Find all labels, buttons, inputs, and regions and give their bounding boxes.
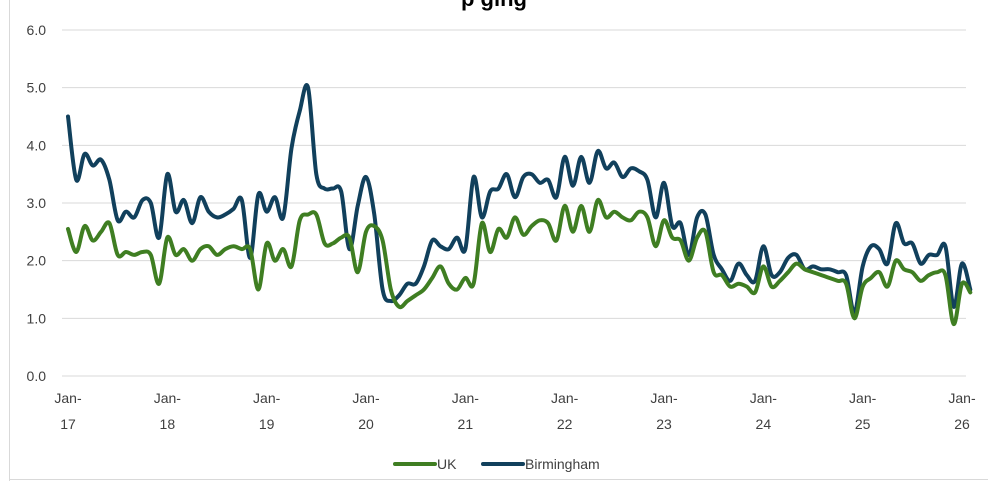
x-axis-tick-labels: Jan-17Jan-18Jan-19Jan-20Jan-21Jan-22Jan-… xyxy=(54,390,976,432)
x-tick-label-line2: 19 xyxy=(259,416,275,432)
x-tick-label-line1: Jan- xyxy=(352,390,380,406)
x-tick-label-line2: 23 xyxy=(656,416,672,432)
x-tick-label-line1: Jan- xyxy=(650,390,678,406)
x-tick-label-line2: 20 xyxy=(358,416,374,432)
x-tick-label-line2: 18 xyxy=(160,416,176,432)
y-tick-label: 0.0 xyxy=(27,368,47,384)
x-tick-label: Jan- 24 xyxy=(750,390,778,432)
y-axis-tick-labels: 0.0 1.0 2.0 3.0 4.0 5.0 6.0 xyxy=(27,22,47,384)
x-tick-label: Jan- 20 xyxy=(352,390,380,432)
legend-item-birmingham: Birmingham xyxy=(481,456,600,472)
x-tick-label: Jan- 23 xyxy=(650,390,678,432)
series-line-uk xyxy=(66,198,973,327)
legend-label: Birmingham xyxy=(525,456,600,472)
x-tick-label-line2: 26 xyxy=(954,416,970,432)
x-tick-label-line1: Jan- xyxy=(849,390,877,406)
x-tick-label-line2: 25 xyxy=(855,416,871,432)
x-tick-label-line1: Jan- xyxy=(253,390,281,406)
series-line-birmingham xyxy=(66,83,973,315)
x-tick-label: Jan- 26 xyxy=(948,390,976,432)
chart-frame-left-border xyxy=(9,0,10,481)
x-tick-label: Jan- 18 xyxy=(154,390,182,432)
legend-item-uk: UK xyxy=(393,456,457,472)
legend-label: UK xyxy=(437,456,457,472)
x-tick-label-line1: Jan- xyxy=(948,390,976,406)
x-tick-label: Jan- 22 xyxy=(551,390,579,432)
x-tick-label-line2: 22 xyxy=(557,416,573,432)
chart-title: p ging xyxy=(0,0,988,12)
y-tick-label: 4.0 xyxy=(27,137,47,153)
y-tick-label: 2.0 xyxy=(27,253,47,269)
x-tick-label-line2: 24 xyxy=(756,416,772,432)
x-tick-label: Jan- 21 xyxy=(452,390,480,432)
x-tick-label-line1: Jan- xyxy=(551,390,579,406)
y-tick-label: 6.0 xyxy=(27,22,47,38)
x-tick-label-line1: Jan- xyxy=(54,390,82,406)
x-tick-label: Jan- 19 xyxy=(253,390,281,432)
legend: UK Birmingham xyxy=(393,456,600,472)
x-tick-label-line1: Jan- xyxy=(750,390,778,406)
gridlines xyxy=(62,29,966,377)
series-lines xyxy=(66,83,973,327)
x-tick-label-line1: Jan- xyxy=(154,390,182,406)
x-tick-label-line1: Jan- xyxy=(452,390,480,406)
chart-frame-bottom-border xyxy=(9,479,988,480)
x-tick-label: Jan- 17 xyxy=(54,390,82,432)
x-tick-label-line2: 17 xyxy=(60,416,76,432)
y-tick-label: 3.0 xyxy=(27,195,47,211)
y-tick-label: 5.0 xyxy=(27,80,47,96)
x-tick-label: Jan- 25 xyxy=(849,390,877,432)
y-tick-label: 1.0 xyxy=(27,310,47,326)
x-tick-label-line2: 21 xyxy=(458,416,474,432)
